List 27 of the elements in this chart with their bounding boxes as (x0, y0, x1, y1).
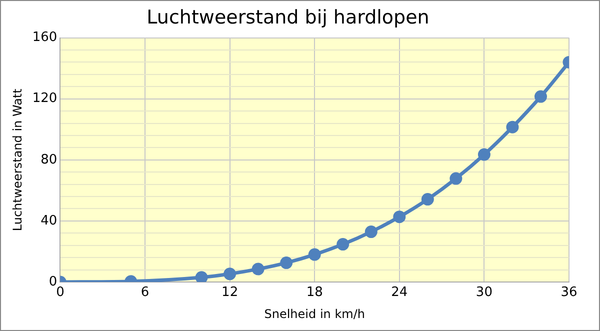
point (280, 256, 293, 270)
x-tick-label: 24 (391, 285, 408, 300)
point (195, 271, 208, 282)
x-tick-label: 12 (222, 285, 238, 300)
point (450, 172, 462, 185)
x-tick-label: 30 (476, 285, 492, 300)
point (252, 262, 264, 276)
y-axis-title: Luchtweerstand in Watt (10, 88, 24, 232)
y-tick-label: 0 (48, 274, 58, 290)
x-tick-label: 36 (560, 285, 578, 300)
point (534, 90, 547, 103)
point (336, 238, 350, 251)
point (506, 120, 519, 134)
x-tick-label: 6 (140, 285, 150, 300)
point (393, 210, 406, 224)
x-tick-label: 18 (306, 285, 323, 300)
x-axis-title: Snelheid in km/h (264, 306, 365, 321)
point (478, 148, 490, 161)
point (308, 248, 321, 261)
point (421, 193, 434, 206)
y-tick-label: 120 (32, 91, 58, 106)
point (224, 268, 236, 280)
chart-title: Luchtweerstand bij hardlopen (146, 6, 430, 28)
y-tick-label: 160 (32, 30, 58, 46)
point (364, 226, 378, 238)
y-tick-label: 40 (40, 213, 58, 228)
y-tick-label: 80 (40, 152, 58, 168)
